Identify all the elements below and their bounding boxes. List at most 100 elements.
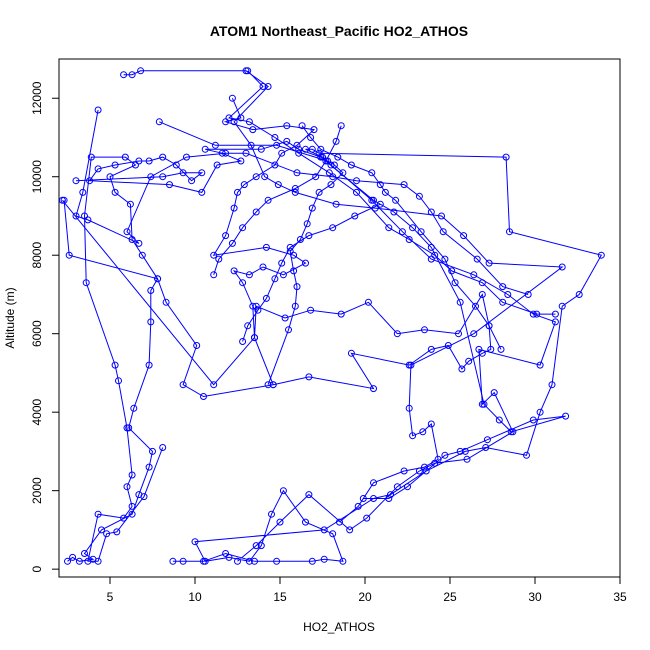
data-point xyxy=(259,83,267,90)
data-point xyxy=(524,291,532,298)
data-point xyxy=(188,177,196,185)
y-tick-label: 0 xyxy=(30,565,44,572)
data-point xyxy=(234,188,241,196)
series-9 xyxy=(225,67,559,318)
data-point xyxy=(162,298,170,306)
data-point xyxy=(529,416,537,424)
data-point xyxy=(159,444,167,451)
data-point xyxy=(159,153,167,161)
data-point xyxy=(558,263,566,271)
data-point xyxy=(320,555,328,563)
y-tick-label: 4000 xyxy=(30,399,44,426)
data-point xyxy=(210,271,218,279)
data-point xyxy=(347,161,355,169)
data-point xyxy=(201,145,209,153)
data-point xyxy=(111,188,119,196)
data-point xyxy=(245,557,253,565)
data-point xyxy=(155,118,163,126)
data-point xyxy=(198,169,206,177)
data-point xyxy=(279,487,287,495)
data-point xyxy=(228,94,236,102)
data-point xyxy=(240,181,248,189)
data-point xyxy=(472,302,479,310)
data-point xyxy=(310,126,318,134)
data-point xyxy=(234,557,241,565)
data-point xyxy=(478,349,486,357)
data-point xyxy=(264,83,272,90)
data-point xyxy=(451,279,459,287)
data-point xyxy=(427,420,435,428)
data-point xyxy=(94,557,102,565)
y-tick-label: 8000 xyxy=(30,242,44,269)
data-point xyxy=(252,542,260,550)
data-point xyxy=(353,188,360,196)
data-point xyxy=(302,259,309,267)
data-point xyxy=(504,291,512,298)
data-point xyxy=(302,145,309,153)
data-point xyxy=(558,302,566,310)
data-point xyxy=(551,310,559,318)
data-point xyxy=(347,349,355,357)
series-8 xyxy=(72,106,532,298)
data-point xyxy=(213,161,221,169)
data-point xyxy=(120,514,128,522)
data-point xyxy=(123,228,131,236)
data-point xyxy=(149,447,156,455)
data-point xyxy=(106,173,114,181)
data-point xyxy=(482,444,490,451)
data-point xyxy=(191,538,199,546)
data-point xyxy=(409,432,417,440)
data-point xyxy=(264,381,272,389)
data-point xyxy=(81,550,88,557)
series-line xyxy=(301,125,502,350)
series-10 xyxy=(298,122,505,353)
data-point xyxy=(485,259,493,267)
series-line xyxy=(213,125,342,275)
data-point xyxy=(111,361,119,369)
data-point xyxy=(354,502,362,510)
data-point xyxy=(261,173,269,181)
data-point xyxy=(470,271,478,279)
data-point xyxy=(419,428,427,436)
data-point xyxy=(390,208,398,216)
data-point xyxy=(441,255,449,263)
data-point xyxy=(562,412,570,420)
data-point xyxy=(245,118,253,126)
data-point xyxy=(441,451,449,459)
data-point xyxy=(507,428,515,436)
data-point xyxy=(79,188,87,196)
data-point xyxy=(495,416,503,424)
data-point xyxy=(84,216,92,224)
data-point xyxy=(64,557,71,565)
data-point xyxy=(137,67,145,75)
data-point xyxy=(249,302,257,310)
data-point xyxy=(329,530,337,538)
data-point xyxy=(322,157,330,165)
data-point xyxy=(427,345,435,353)
data-point xyxy=(291,185,299,192)
data-point xyxy=(72,212,80,220)
data-point xyxy=(404,483,411,491)
x-tick-label: 15 xyxy=(273,590,287,604)
x-axis: 5 10 15 20 25 30 35 xyxy=(107,576,627,604)
data-point xyxy=(201,557,209,565)
data-point xyxy=(113,528,121,536)
data-point xyxy=(353,177,360,185)
data-point xyxy=(138,251,146,259)
data-point xyxy=(211,141,219,149)
data-point xyxy=(444,342,452,349)
data-point xyxy=(252,208,260,216)
data-point xyxy=(458,365,466,373)
data-point xyxy=(200,393,207,400)
series-2 xyxy=(169,145,605,565)
series-6 xyxy=(210,94,318,389)
data-point xyxy=(483,436,491,444)
data-point xyxy=(283,137,291,145)
series-1 xyxy=(64,153,167,565)
data-point xyxy=(293,141,301,149)
data-point xyxy=(363,514,371,522)
data-point xyxy=(308,145,316,153)
data-point xyxy=(339,169,347,177)
data-point xyxy=(308,557,316,565)
data-point xyxy=(222,118,230,126)
